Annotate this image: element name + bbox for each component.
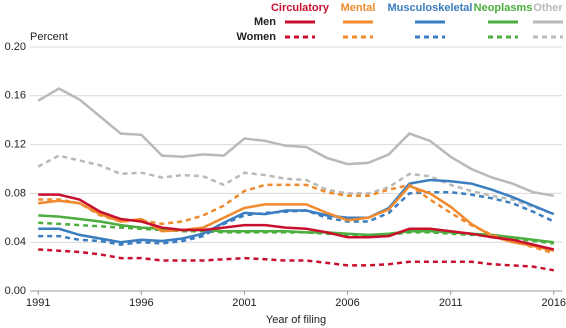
y-tick-label: 0.04 [5, 236, 26, 248]
legend-row-label: Women [236, 31, 276, 43]
legend-header: Musculoskeletal [388, 2, 473, 14]
legend-header: Circulatory [271, 2, 330, 14]
x-tick-label: 2011 [439, 297, 463, 309]
series-line [38, 183, 555, 255]
y-tick-label: 0.16 [5, 90, 26, 102]
y-tick-label: 0.20 [5, 41, 26, 53]
y-axis-label: Percent [30, 31, 68, 43]
x-tick-label: 1991 [26, 297, 50, 309]
series-line [37, 154, 555, 216]
series-line [38, 190, 555, 246]
series-line [38, 248, 555, 272]
x-tick-label: 2006 [335, 297, 359, 309]
y-tick-label: 0.12 [5, 139, 26, 151]
legend-header: Neoplasms [474, 2, 533, 14]
x-tick-label: 2001 [232, 297, 256, 309]
series-line [37, 87, 555, 198]
y-tick-label: 0.08 [5, 187, 26, 199]
series-line [38, 193, 555, 251]
legend-row-label: Men [254, 16, 276, 28]
x-axis-label: Year of filing [266, 314, 326, 326]
x-tick-label: 1996 [129, 297, 153, 309]
legend-header: Other [533, 2, 563, 14]
x-tick-label: 2016 [542, 297, 566, 309]
y-tick-label: 0.00 [5, 285, 26, 297]
legend-header: Mental [341, 2, 376, 14]
